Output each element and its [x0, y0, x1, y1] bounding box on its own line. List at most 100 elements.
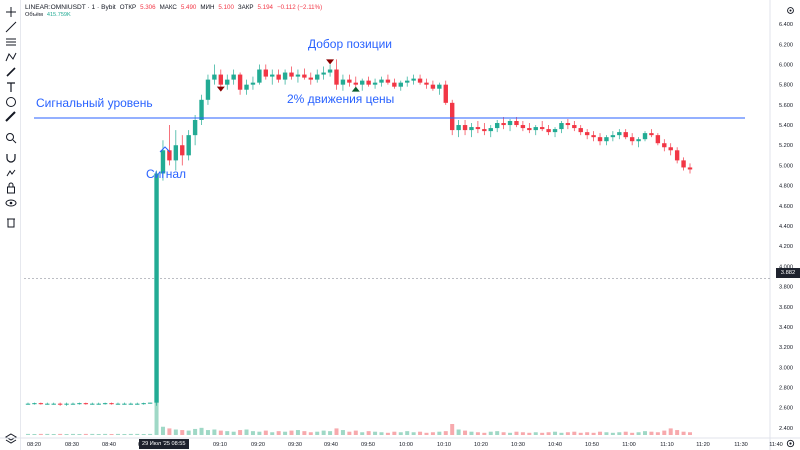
- candle-body[interactable]: [225, 79, 230, 85]
- buy-marker-icon[interactable]: [351, 86, 360, 92]
- candle-body[interactable]: [578, 128, 583, 133]
- candle-body[interactable]: [25, 403, 31, 405]
- candle-body[interactable]: [154, 173, 159, 403]
- candle-body[interactable]: [135, 403, 140, 405]
- candle-body[interactable]: [57, 403, 63, 405]
- candle-body[interactable]: [327, 69, 333, 73]
- layers-icon[interactable]: [3, 430, 18, 445]
- candle-body[interactable]: [147, 402, 153, 404]
- lock-icon[interactable]: [3, 180, 18, 195]
- candle-body[interactable]: [102, 403, 108, 405]
- eye-icon[interactable]: [3, 195, 18, 210]
- candle-body[interactable]: [424, 82, 429, 85]
- gear-icon[interactable]: [785, 438, 796, 449]
- candle-body[interactable]: [501, 123, 506, 126]
- candle-body[interactable]: [32, 403, 37, 405]
- candle-body[interactable]: [38, 403, 44, 405]
- candle-body[interactable]: [347, 79, 352, 83]
- candle-body[interactable]: [295, 74, 301, 77]
- candle-body[interactable]: [244, 84, 249, 90]
- candle-body[interactable]: [276, 74, 281, 80]
- candle-body[interactable]: [539, 127, 545, 130]
- candle-body[interactable]: [308, 77, 313, 80]
- candle-body[interactable]: [237, 74, 243, 90]
- candle-body[interactable]: [109, 403, 114, 405]
- candle-body[interactable]: [572, 125, 577, 129]
- candle-body[interactable]: [617, 132, 622, 136]
- candle-body[interactable]: [469, 127, 474, 131]
- candle-body[interactable]: [392, 82, 397, 87]
- candle-body[interactable]: [456, 125, 461, 131]
- candle-body[interactable]: [83, 403, 89, 405]
- zoom-icon[interactable]: [3, 130, 18, 145]
- candle-body[interactable]: [199, 99, 204, 120]
- candle-body[interactable]: [533, 127, 538, 131]
- candle-body[interactable]: [475, 127, 481, 130]
- candle-body[interactable]: [366, 80, 371, 85]
- candle-body[interactable]: [610, 135, 616, 138]
- trend-line-icon[interactable]: [3, 19, 18, 34]
- trash-icon[interactable]: [3, 214, 18, 229]
- pattern-icon[interactable]: [3, 49, 18, 64]
- candle-body[interactable]: [604, 137, 609, 142]
- candle-body[interactable]: [173, 145, 179, 161]
- magnet-icon[interactable]: [3, 150, 18, 165]
- settings-icon[interactable]: [785, 5, 796, 16]
- candle-body[interactable]: [494, 123, 500, 129]
- candle-body[interactable]: [597, 137, 603, 142]
- candle-body[interactable]: [482, 129, 487, 132]
- candle-body[interactable]: [527, 128, 532, 131]
- candle-body[interactable]: [289, 72, 294, 77]
- candle-body[interactable]: [681, 160, 686, 168]
- emoji-icon[interactable]: [3, 94, 18, 109]
- candle-body[interactable]: [334, 69, 339, 85]
- candle-body[interactable]: [282, 72, 288, 80]
- candle-body[interactable]: [417, 78, 423, 83]
- sell-marker-icon[interactable]: [326, 59, 335, 65]
- candle-body[interactable]: [546, 129, 551, 133]
- candle-body[interactable]: [520, 125, 526, 129]
- candle-body[interactable]: [77, 403, 82, 405]
- candle-body[interactable]: [270, 74, 275, 77]
- candle-body[interactable]: [212, 74, 217, 80]
- candle-body[interactable]: [372, 82, 378, 85]
- candle-body[interactable]: [321, 72, 326, 75]
- candle-body[interactable]: [668, 147, 673, 151]
- candle-body[interactable]: [340, 79, 346, 85]
- candle-body[interactable]: [218, 74, 224, 85]
- candle-body[interactable]: [250, 82, 256, 85]
- lock-drawing-icon[interactable]: [3, 165, 18, 180]
- candle-body[interactable]: [411, 78, 416, 81]
- candle-body[interactable]: [430, 84, 436, 89]
- candle-body[interactable]: [636, 139, 641, 142]
- candle-body[interactable]: [122, 403, 127, 405]
- crosshair-icon[interactable]: [3, 4, 18, 19]
- candle-body[interactable]: [353, 82, 358, 85]
- candle-body[interactable]: [186, 135, 191, 156]
- candle-body[interactable]: [514, 121, 519, 126]
- candle-body[interactable]: [315, 74, 320, 80]
- candle-body[interactable]: [591, 135, 596, 138]
- candle-body[interactable]: [51, 403, 56, 405]
- candle-body[interactable]: [379, 79, 384, 83]
- candle-body[interactable]: [488, 128, 493, 132]
- candle-body[interactable]: [128, 403, 134, 405]
- candle-body[interactable]: [263, 69, 269, 77]
- candle-body[interactable]: [385, 79, 391, 83]
- candle-body[interactable]: [462, 125, 468, 131]
- candle-body[interactable]: [398, 82, 403, 87]
- ruler-icon[interactable]: [3, 109, 18, 124]
- candle-body[interactable]: [687, 167, 693, 170]
- text-icon[interactable]: [3, 79, 18, 94]
- candle-body[interactable]: [180, 145, 185, 156]
- candle-body[interactable]: [192, 120, 198, 136]
- candle-body[interactable]: [629, 137, 635, 142]
- brush-icon[interactable]: [3, 64, 18, 79]
- candle-body[interactable]: [449, 102, 455, 131]
- candle-body[interactable]: [507, 121, 513, 126]
- candle-body[interactable]: [565, 123, 571, 126]
- candle-body[interactable]: [559, 123, 564, 130]
- candle-body[interactable]: [443, 84, 448, 103]
- candle-body[interactable]: [623, 132, 628, 138]
